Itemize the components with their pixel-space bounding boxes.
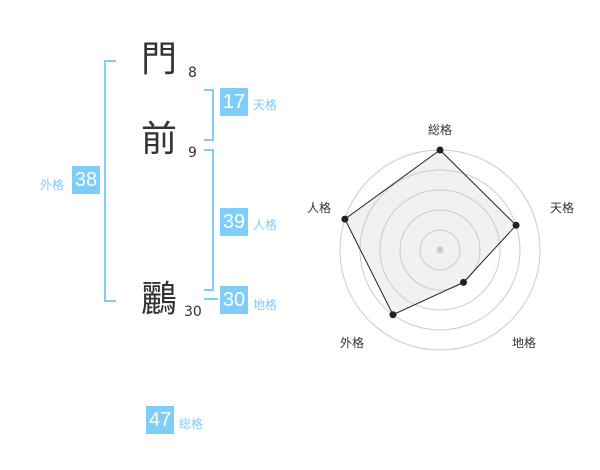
stroke-count-2: 9 [188,145,197,161]
tenkaku-label: 天格 [253,98,278,112]
radar-point [436,146,444,154]
axis-label-jinkaku: 人格 [307,200,331,215]
radar-ring [399,209,481,291]
radar-point [341,215,349,223]
radar-point [389,311,397,319]
axis-label-soukaku: 総格 [428,122,452,137]
stroke-count-3: 30 [184,304,202,320]
axis-label-gaikaku: 外格 [340,335,364,350]
chikaku-value: 30 [220,286,248,314]
radar-point [512,221,520,229]
radar-polygon [344,149,517,316]
name-char-3: 鸝 [141,279,178,320]
radar-center [436,246,444,254]
tenkaku-value: 17 [220,88,248,116]
radar-ring [379,189,501,311]
radar-point [460,278,468,286]
gaikaku-label: 外格 [40,178,65,192]
axis-label-chikaku: 地格 [512,335,536,350]
chikaku-label: 地格 [253,298,278,312]
jinkaku-value: 39 [220,208,248,236]
axis-label-tenkaku: 天格 [550,200,574,215]
chikaku-connector [204,298,218,300]
radar-ring [419,229,461,271]
name-char-1: 門 [141,39,178,80]
stroke-count-1: 8 [188,65,197,81]
soukaku-label: 総格 [179,417,204,431]
soukaku-value: 47 [146,406,174,434]
tenkaku-bracket [204,89,214,141]
gaikaku-bracket [104,60,116,302]
jinkaku-label: 人格 [253,218,278,232]
name-char-2: 前 [141,119,178,160]
jinkaku-bracket [204,149,214,291]
gaikaku-value: 38 [72,166,100,194]
